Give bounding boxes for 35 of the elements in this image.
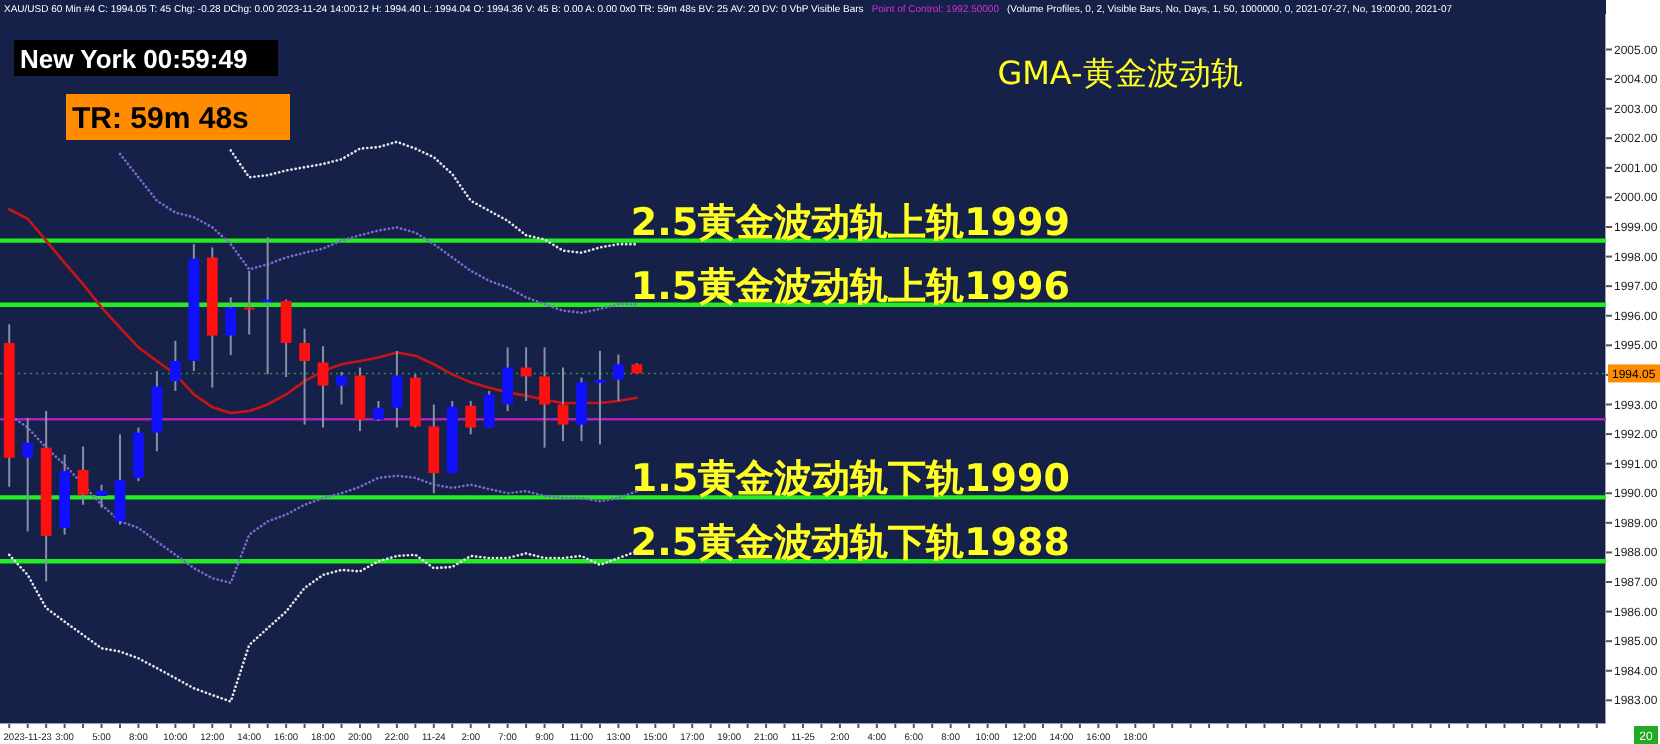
candlestick — [483, 389, 495, 429]
candlestick — [262, 236, 274, 376]
candlestick — [299, 327, 310, 426]
candlestick — [280, 298, 292, 378]
annotation: New York 00:59:49 — [20, 44, 248, 74]
clock: New York 00:59:49 — [14, 40, 278, 76]
candlestick — [243, 269, 255, 336]
ref-line-label: 2.5黄金波动轨上轨1999 — [630, 200, 1070, 245]
annotation: TR: 59m 48s — [72, 102, 249, 136]
ref-line-label: 2.5黄金波动轨下轨1988 — [630, 521, 1070, 566]
candlestick — [373, 399, 384, 423]
candlestick — [22, 416, 34, 533]
candlestick — [77, 445, 89, 506]
candlestick — [151, 370, 163, 453]
candlestick — [539, 346, 550, 449]
candlestick — [114, 433, 126, 526]
candlestick — [557, 366, 569, 443]
candlestick — [576, 376, 587, 443]
ref-line-label: 1.5黄金波动轨上轨1996 — [630, 264, 1070, 309]
candlestick — [225, 296, 237, 357]
candlestick — [465, 399, 477, 436]
ref-line-label: 1.5黄金波动轨下轨1990 — [630, 457, 1070, 502]
timer: TR: 59m 48s — [66, 94, 290, 140]
candlestick — [502, 346, 514, 413]
candlestick — [317, 345, 329, 429]
candlestick — [96, 483, 107, 509]
text: GMA-黄金波动轨 — [997, 54, 1243, 92]
candlestick — [354, 366, 366, 433]
candlestick — [336, 370, 347, 406]
candlestick — [133, 426, 144, 483]
candlestick — [613, 353, 624, 402]
candlestick — [520, 346, 532, 402]
candlestick — [391, 349, 403, 429]
candlestick — [169, 339, 181, 392]
candlestick — [428, 403, 440, 495]
